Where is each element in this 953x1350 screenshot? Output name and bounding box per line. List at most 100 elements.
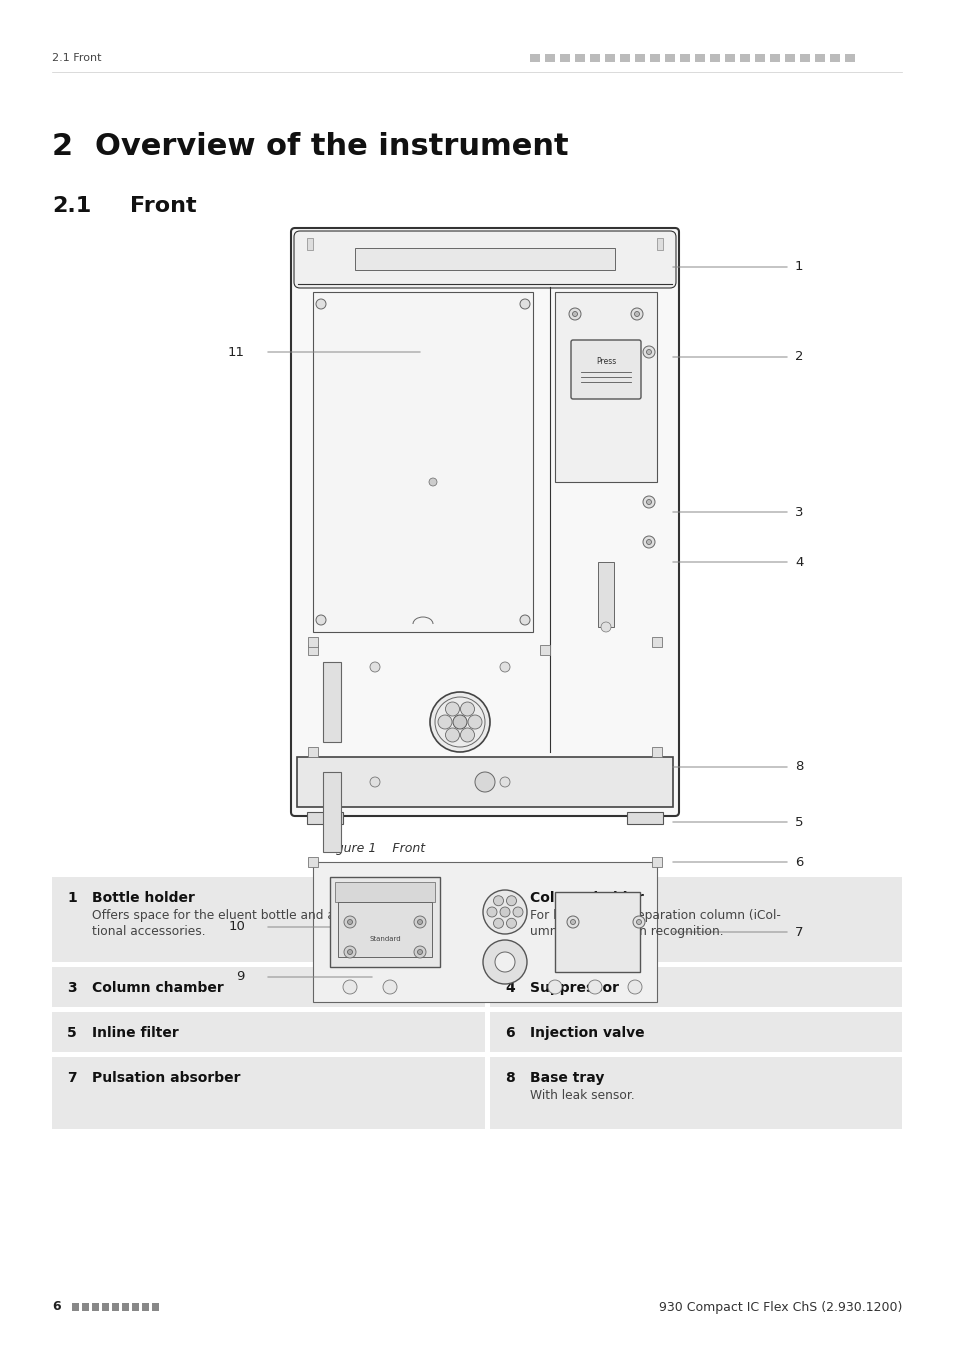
Text: 4: 4 (794, 555, 802, 568)
FancyBboxPatch shape (291, 228, 679, 815)
FancyBboxPatch shape (294, 231, 676, 288)
Text: 1: 1 (794, 261, 802, 274)
Circle shape (634, 312, 639, 316)
Bar (296, 757, 672, 807)
Circle shape (630, 308, 642, 320)
Bar (844, 54, 854, 62)
Circle shape (429, 478, 436, 486)
Circle shape (347, 949, 352, 954)
Bar (82, 1303, 89, 1311)
Circle shape (566, 917, 578, 927)
Bar (142, 1303, 149, 1311)
Text: 6: 6 (52, 1300, 61, 1314)
Circle shape (506, 918, 516, 929)
Bar (604, 54, 615, 62)
Bar (695, 54, 704, 62)
Circle shape (600, 622, 610, 632)
Bar (323, 772, 340, 852)
Circle shape (460, 702, 474, 716)
Text: Bottle holder: Bottle holder (91, 891, 194, 904)
Circle shape (646, 350, 651, 355)
Text: Figure 1    Front: Figure 1 Front (325, 842, 425, 855)
Circle shape (370, 778, 379, 787)
Circle shape (460, 728, 474, 743)
Bar (307, 238, 313, 250)
Circle shape (642, 346, 655, 358)
Bar (635, 54, 644, 62)
Text: tional accessories.: tional accessories. (91, 925, 206, 938)
Bar (709, 54, 720, 62)
Circle shape (646, 500, 651, 505)
Circle shape (430, 693, 490, 752)
Circle shape (570, 919, 575, 925)
Bar (52, 1012, 484, 1052)
Circle shape (642, 536, 655, 548)
Bar (651, 747, 661, 757)
Circle shape (347, 919, 352, 925)
Bar (313, 292, 533, 632)
Text: Offers space for the eluent bottle and addi-: Offers space for the eluent bottle and a… (91, 909, 358, 922)
Bar (102, 1303, 109, 1311)
Text: 7: 7 (794, 926, 802, 938)
Bar (308, 747, 317, 757)
Circle shape (519, 298, 530, 309)
Bar (649, 54, 659, 62)
Text: 6: 6 (504, 1026, 514, 1040)
Circle shape (315, 616, 326, 625)
Bar (337, 902, 432, 957)
Text: Injection valve: Injection valve (530, 1026, 644, 1040)
Bar (330, 878, 439, 967)
Bar (664, 54, 675, 62)
Bar (530, 54, 539, 62)
Circle shape (475, 772, 495, 792)
Bar (122, 1303, 129, 1311)
Text: 4: 4 (504, 981, 515, 995)
Bar (829, 54, 840, 62)
Bar (589, 54, 599, 62)
Bar (800, 54, 809, 62)
Circle shape (519, 616, 530, 625)
Bar (52, 878, 484, 963)
Bar (52, 967, 484, 1007)
Bar (575, 54, 584, 62)
Circle shape (445, 728, 459, 743)
Circle shape (417, 949, 422, 954)
Circle shape (493, 918, 503, 929)
Bar (754, 54, 764, 62)
Bar (71, 1303, 79, 1311)
Bar (91, 1303, 99, 1311)
Bar (784, 54, 794, 62)
Text: 3: 3 (794, 505, 802, 518)
Text: 8: 8 (794, 760, 802, 774)
Bar (651, 857, 661, 867)
Circle shape (482, 940, 526, 984)
Text: Pulsation absorber: Pulsation absorber (91, 1071, 240, 1085)
Circle shape (445, 702, 459, 716)
Circle shape (572, 312, 577, 316)
Circle shape (547, 980, 561, 994)
Bar (152, 1303, 159, 1311)
Text: For hanging the separation column (iCol-: For hanging the separation column (iCol- (530, 909, 781, 922)
Bar (555, 292, 657, 482)
Circle shape (482, 890, 526, 934)
Bar (335, 882, 435, 902)
Bar (355, 248, 615, 270)
Text: 2: 2 (504, 891, 515, 904)
Text: 11: 11 (228, 346, 245, 359)
Text: 10: 10 (228, 921, 245, 933)
Circle shape (414, 946, 426, 958)
Text: Base tray: Base tray (530, 1071, 604, 1085)
Bar (323, 662, 340, 743)
Bar (490, 878, 901, 963)
Text: Suppressor: Suppressor (530, 981, 618, 995)
Circle shape (414, 917, 426, 927)
Text: 1: 1 (67, 891, 76, 904)
Circle shape (499, 778, 510, 787)
Bar (539, 645, 550, 655)
Circle shape (493, 896, 503, 906)
Circle shape (642, 495, 655, 508)
Bar (490, 1012, 901, 1052)
Circle shape (344, 946, 355, 958)
Text: 5: 5 (67, 1026, 76, 1040)
Circle shape (315, 298, 326, 309)
